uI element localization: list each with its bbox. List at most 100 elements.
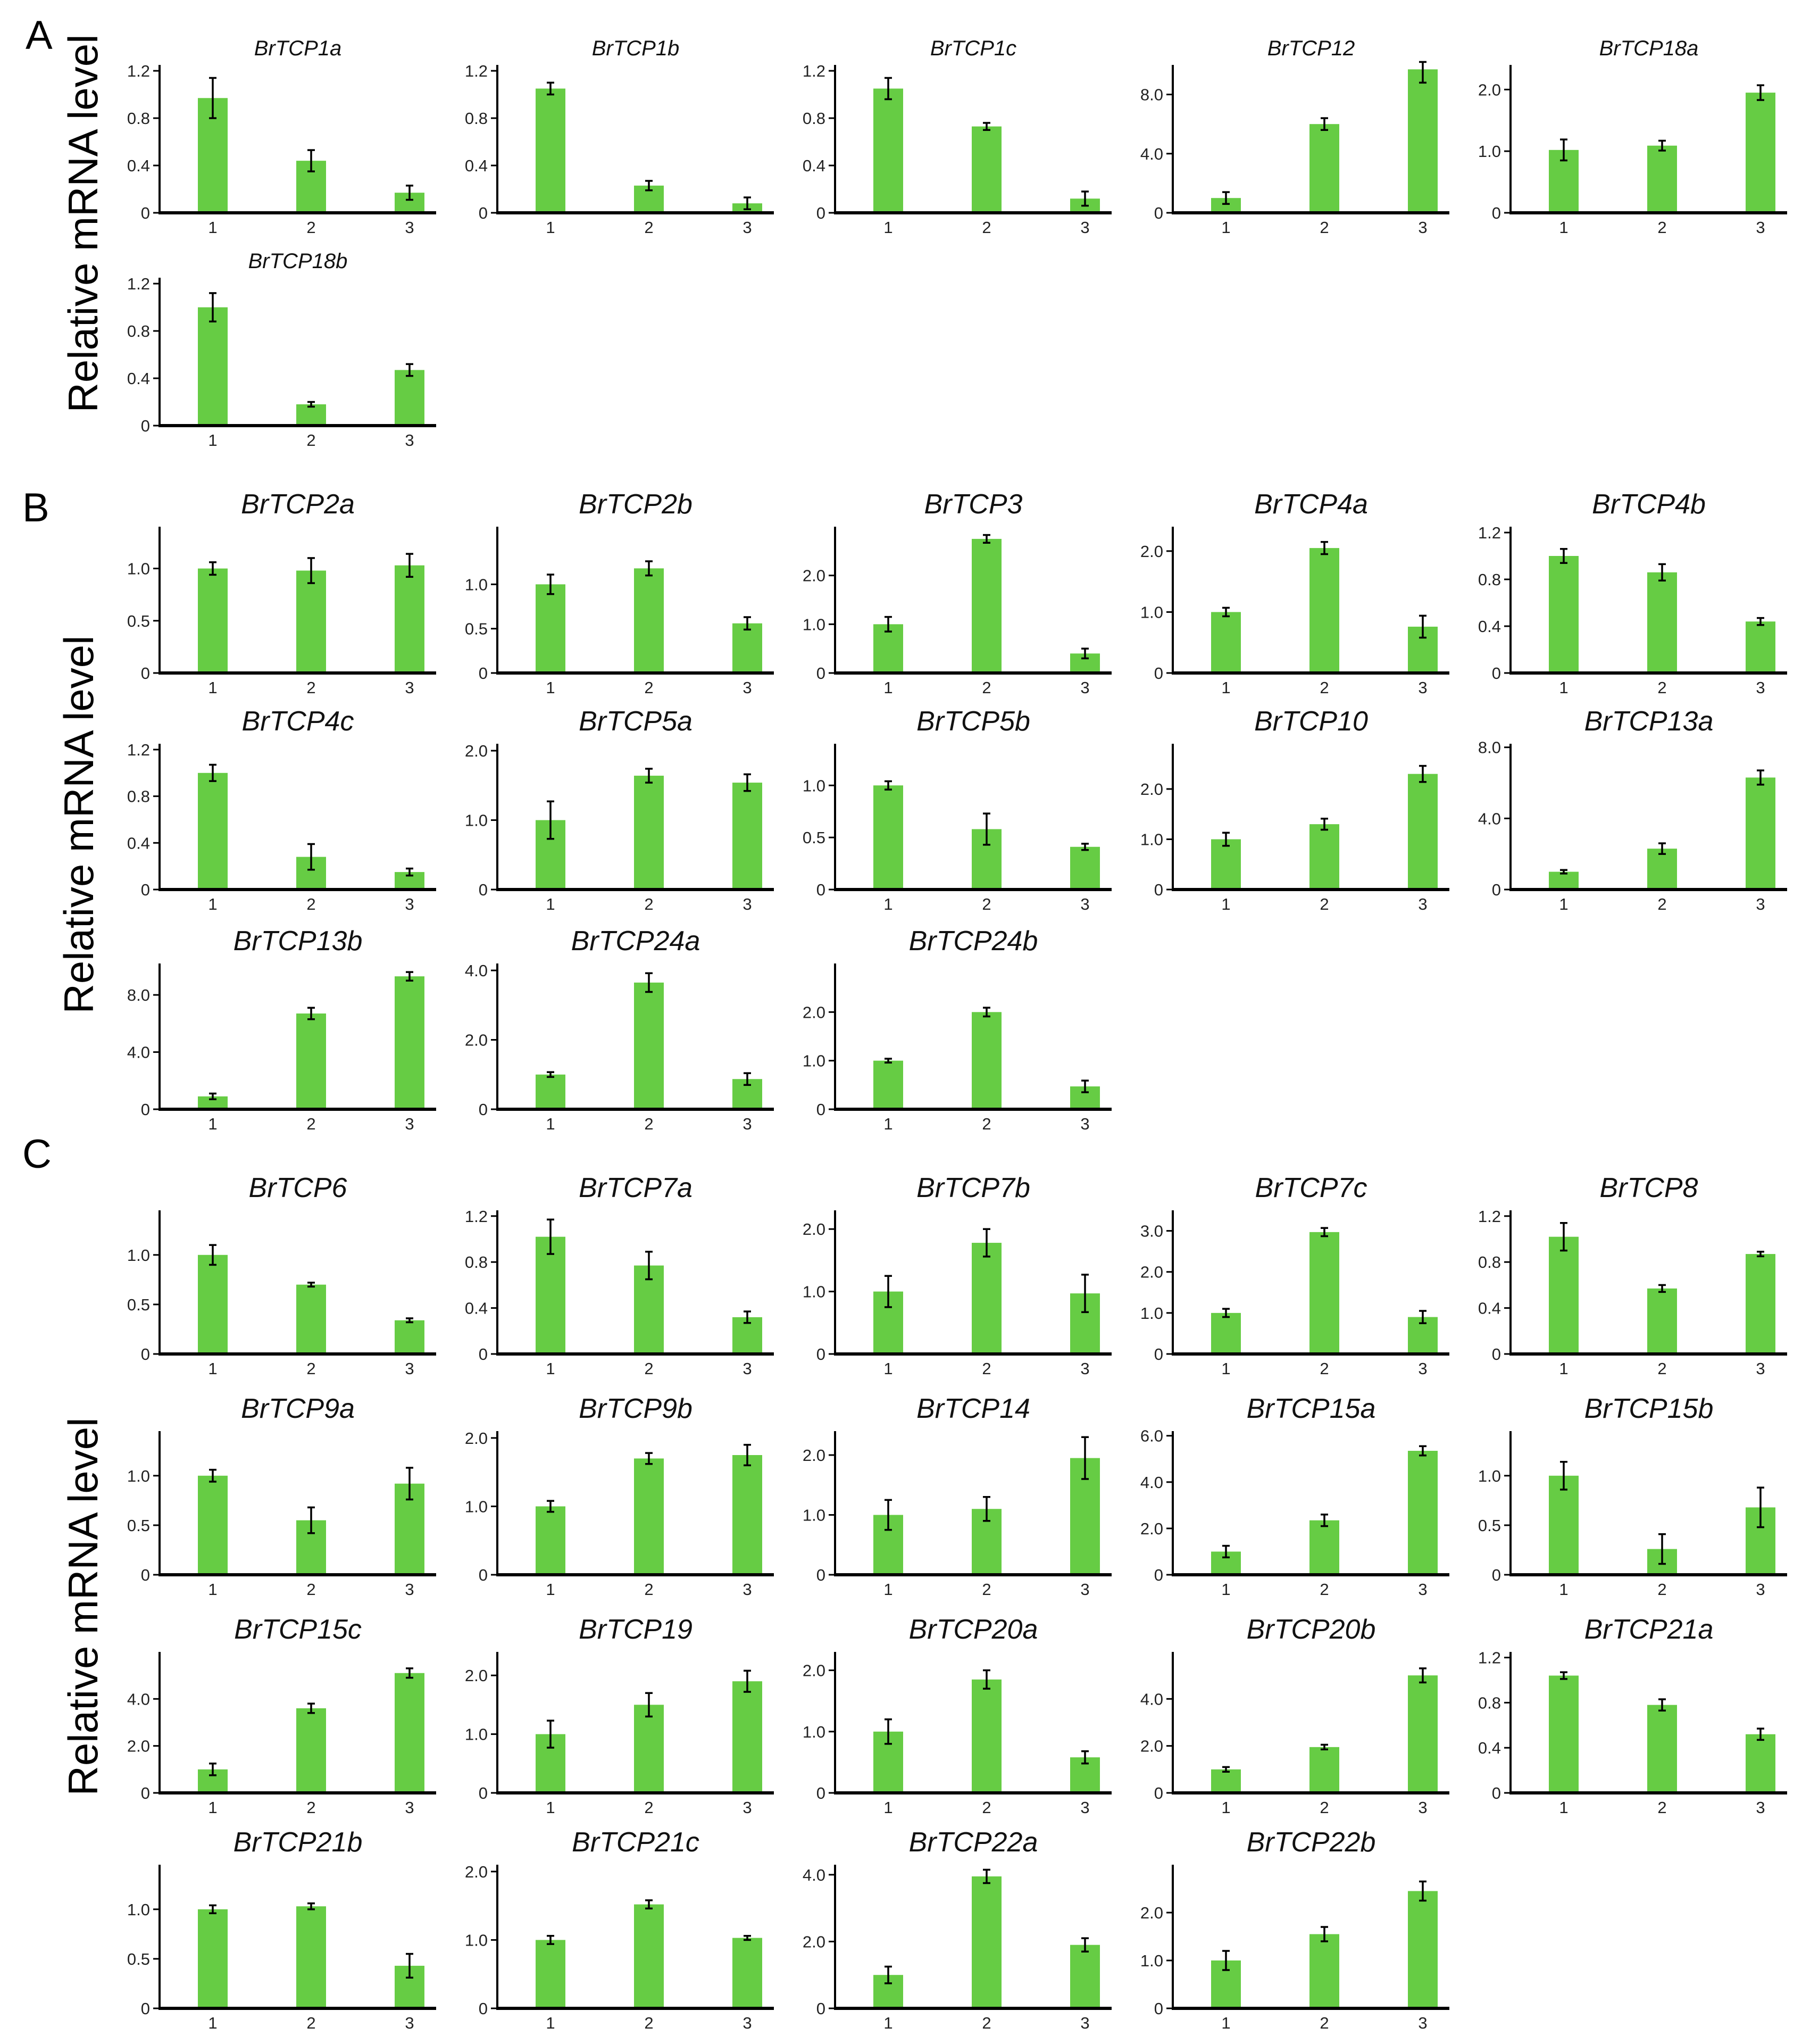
chart-brtcp12: BrTCP12 0 4.0 8.0 1 2 3 bbox=[1140, 37, 1449, 237]
y-tick-label: 0.4 bbox=[1478, 1299, 1501, 1318]
y-tick-label: 1.2 bbox=[127, 275, 150, 293]
y-tick-label: 0 bbox=[479, 1345, 488, 1364]
x-tick-label: 2 bbox=[1657, 1580, 1666, 1599]
x-tick-label: 2 bbox=[982, 2014, 991, 2032]
y-tick-label: 4.0 bbox=[1140, 145, 1163, 163]
bar-2 bbox=[634, 1904, 664, 2008]
chart-title: BrTCP9a bbox=[241, 1393, 355, 1424]
y-tick-label: 2.0 bbox=[1140, 1904, 1163, 1922]
y-tick-label: 1.2 bbox=[465, 1207, 488, 1226]
bar-1 bbox=[1549, 1475, 1579, 1575]
x-tick-label: 1 bbox=[1221, 1359, 1230, 1378]
bar-1 bbox=[536, 584, 565, 673]
y-tick-label: 0 bbox=[1492, 664, 1501, 683]
y-tick-label: 0 bbox=[141, 1100, 150, 1119]
chart-title: BrTCP6 bbox=[249, 1173, 347, 1203]
y-tick-label: 2.0 bbox=[1140, 1737, 1163, 1756]
x-tick-label: 1 bbox=[1559, 218, 1568, 237]
y-tick-label: 0 bbox=[141, 204, 150, 222]
chart-title: BrTCP3 bbox=[924, 489, 1023, 520]
y-tick-label: 0 bbox=[816, 1345, 825, 1364]
y-tick-label: 4.0 bbox=[1140, 1473, 1163, 1492]
x-tick-label: 2 bbox=[644, 678, 653, 697]
y-tick-label: 0 bbox=[816, 880, 825, 899]
chart-title: BrTCP15c bbox=[234, 1614, 362, 1645]
y-tick-label: 1.2 bbox=[1478, 524, 1501, 542]
chart-brtcp24a: BrTCP24a 0 2.0 4.0 1 2 3 bbox=[465, 926, 774, 1133]
chart-title: BrTCP22b bbox=[1247, 1827, 1376, 1858]
y-tick-label: 0.8 bbox=[803, 109, 825, 128]
x-tick-label: 2 bbox=[982, 218, 991, 237]
y-tick-label: 1.0 bbox=[803, 776, 825, 795]
bar-2 bbox=[1309, 824, 1339, 890]
y-tick-label: 2.0 bbox=[1140, 1263, 1163, 1282]
x-tick-label: 2 bbox=[1657, 218, 1666, 237]
x-tick-label: 2 bbox=[306, 431, 315, 450]
chart-title: BrTCP13b bbox=[233, 926, 363, 957]
x-tick-label: 3 bbox=[405, 1359, 414, 1378]
bar-2 bbox=[972, 1679, 1002, 1793]
y-tick-label: 0.5 bbox=[803, 828, 825, 847]
bar-3 bbox=[395, 1320, 424, 1354]
y-tick-label: 0.4 bbox=[127, 156, 150, 175]
y-tick-label: 1.0 bbox=[803, 1283, 825, 1301]
x-tick-label: 1 bbox=[883, 1580, 892, 1599]
bar-2 bbox=[296, 1708, 326, 1793]
y-tick-label: 1.0 bbox=[803, 1052, 825, 1070]
panel-label-a: A bbox=[26, 13, 53, 58]
y-tick-label: 1.2 bbox=[1478, 1207, 1501, 1226]
chart-grid: BrTCP1a 0 0.4 0.8 1.2 1 2 3 BrTCP1b 0 0.4 0.8 1.2 1 2 3… bbox=[127, 37, 1787, 2032]
bar-3 bbox=[1746, 1734, 1775, 1793]
x-tick-label: 1 bbox=[883, 1798, 892, 1817]
y-tick-label: 1.0 bbox=[465, 575, 488, 594]
y-tick-label: 4.0 bbox=[465, 961, 488, 980]
bar-1 bbox=[1211, 612, 1241, 673]
chart-title: BrTCP8 bbox=[1600, 1173, 1698, 1203]
chart-title: BrTCP1a bbox=[254, 37, 342, 60]
bar-3 bbox=[1746, 93, 1775, 213]
x-tick-label: 2 bbox=[1320, 1359, 1329, 1378]
chart-brtcp21b: BrTCP21b 0 0.5 1.0 1 2 3 bbox=[127, 1827, 436, 2032]
y-tick-label: 2.0 bbox=[127, 1737, 150, 1756]
chart-brtcp15a: BrTCP15a 0 2.0 4.0 6.0 1 2 3 bbox=[1140, 1393, 1449, 1599]
y-tick-label: 0.4 bbox=[803, 156, 825, 175]
x-tick-label: 3 bbox=[405, 218, 414, 237]
x-tick-label: 1 bbox=[883, 895, 892, 913]
y-tick-label: 0 bbox=[1492, 880, 1501, 899]
x-tick-label: 2 bbox=[1657, 895, 1666, 913]
y-tick-label: 0 bbox=[141, 1784, 150, 1802]
chart-title: BrTCP12 bbox=[1267, 37, 1355, 60]
x-tick-label: 3 bbox=[405, 1115, 414, 1133]
x-tick-label: 3 bbox=[1080, 2014, 1089, 2032]
bar-1 bbox=[1549, 871, 1579, 890]
x-tick-label: 2 bbox=[982, 678, 991, 697]
bar-2 bbox=[634, 568, 664, 673]
y-tick-label: 0 bbox=[1154, 1345, 1163, 1364]
y-tick-label: 1.0 bbox=[803, 615, 825, 634]
y-tick-label: 0.5 bbox=[465, 620, 488, 638]
chart-title: BrTCP5b bbox=[916, 706, 1030, 737]
y-axis-label-c: Relative mRNA level bbox=[60, 1418, 106, 1796]
bar-3 bbox=[1070, 846, 1100, 890]
x-tick-label: 2 bbox=[1320, 1580, 1329, 1599]
bar-3 bbox=[732, 783, 762, 890]
y-tick-label: 2.0 bbox=[803, 567, 825, 585]
y-tick-label: 0 bbox=[816, 204, 825, 222]
y-tick-label: 2.0 bbox=[465, 1429, 488, 1448]
y-tick-label: 4.0 bbox=[1478, 809, 1501, 828]
x-tick-label: 3 bbox=[743, 1798, 752, 1817]
bar-1 bbox=[198, 772, 228, 890]
chart-title: BrTCP14 bbox=[916, 1393, 1030, 1424]
y-tick-label: 2.0 bbox=[803, 1003, 825, 1021]
bar-2 bbox=[1647, 1705, 1677, 1793]
y-tick-label: 1.2 bbox=[803, 62, 825, 80]
bar-2 bbox=[634, 1265, 664, 1354]
chart-title: BrTCP4b bbox=[1592, 489, 1706, 520]
chart-brtcp18a: BrTCP18a 0 1.0 2.0 1 2 3 bbox=[1478, 37, 1787, 237]
x-tick-label: 2 bbox=[306, 1798, 315, 1817]
y-tick-label: 0.8 bbox=[127, 322, 150, 340]
x-tick-label: 2 bbox=[306, 218, 315, 237]
bar-3 bbox=[732, 1455, 762, 1575]
y-tick-label: 4.0 bbox=[803, 1866, 825, 1884]
x-tick-label: 2 bbox=[306, 1115, 315, 1133]
